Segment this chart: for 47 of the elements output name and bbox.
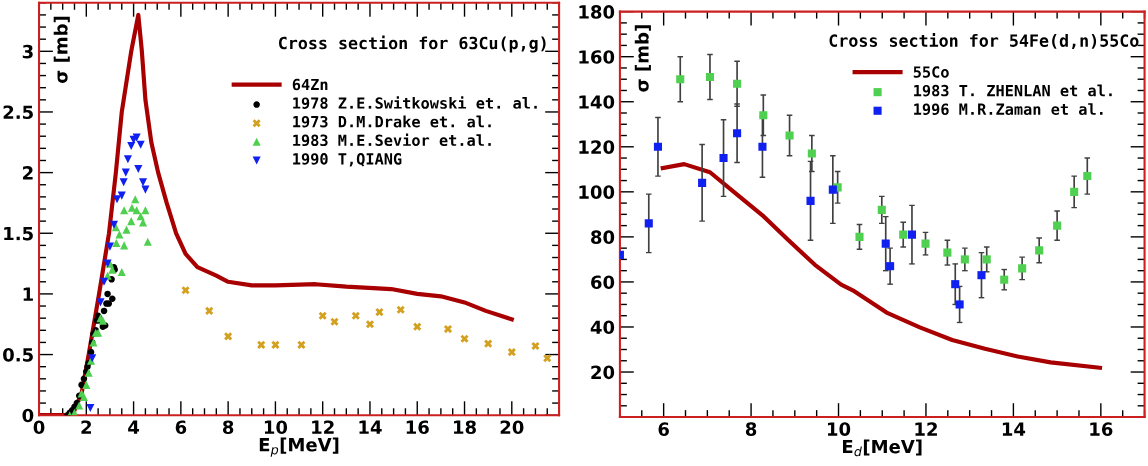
x-axis-title: E$_{d}$[MeV] <box>843 439 922 457</box>
y-tick-label: 120 <box>579 140 615 154</box>
legend-label: 55Co <box>913 66 949 78</box>
y-tick-label: 180 <box>579 5 615 19</box>
x-tick-label: 10 <box>264 420 288 435</box>
x-tick-label: 4 <box>128 420 140 434</box>
x-tick-label: 0 <box>33 420 45 435</box>
y-tick-label: 20 <box>591 365 615 380</box>
y-tick-label: 140 <box>579 95 615 109</box>
y-axis-title: σ [mb] <box>634 25 651 92</box>
y-tick-label: 40 <box>590 320 615 335</box>
x-tick-label: 12 <box>915 422 937 436</box>
y-tick-label: 160 <box>579 50 615 64</box>
x-tick-label: 14 <box>359 420 382 434</box>
x-tick-label: 10 <box>827 422 851 436</box>
x-tick-label: 8 <box>745 422 757 436</box>
legend-label: 1996 M.R.Zaman et al. <box>914 103 1103 116</box>
legend-label: 1990 T,QIANG <box>293 153 402 167</box>
x-tick-label: 14 <box>1002 422 1026 436</box>
legend-label: 1983 M.E.Sevior et.al. <box>293 133 491 147</box>
legend-label: 1978 Z.E.Switkowski et. al. <box>293 96 537 109</box>
text: Cross section for 63Cu(p,g) <box>279 35 546 53</box>
x-axis-title: E$_{p}$[MeV] <box>259 437 339 457</box>
y-tick-label: 1 <box>23 287 33 301</box>
y-tick-label: 2 <box>23 166 33 180</box>
y-tick-label: 0.5 <box>3 348 33 362</box>
y-tick-label: 3 <box>22 44 33 59</box>
y-axis-title: σ [mb] <box>53 16 70 83</box>
x-tick-label: 2 <box>81 420 92 434</box>
x-tick-label: 16 <box>406 420 429 435</box>
y-tick-label: 0 <box>22 408 34 423</box>
legend-label: 1983 T. ZHENLAN et al. <box>914 84 1112 97</box>
legend-label: 1973 D.M.Drake et. al. <box>293 115 491 128</box>
y-tick-label: 100 <box>579 185 615 199</box>
y-tick-label: 2.5 <box>3 105 33 120</box>
y-tick-label: 60 <box>591 275 615 290</box>
x-tick-label: 6 <box>175 420 187 435</box>
y-tick-label: 1.5 <box>4 226 33 241</box>
x-tick-label: 8 <box>222 420 234 435</box>
text: Cross section for 54Fe(d,n)55Co <box>829 33 1139 49</box>
x-tick-label: 20 <box>500 420 524 435</box>
y-tick-label: 80 <box>591 230 615 244</box>
x-tick-label: 12 <box>312 420 334 434</box>
x-tick-label: 16 <box>1090 422 1113 436</box>
x-tick-label: 6 <box>658 422 669 436</box>
legend-label: 64Zn <box>292 78 328 91</box>
x-tick-label: 18 <box>454 420 476 435</box>
